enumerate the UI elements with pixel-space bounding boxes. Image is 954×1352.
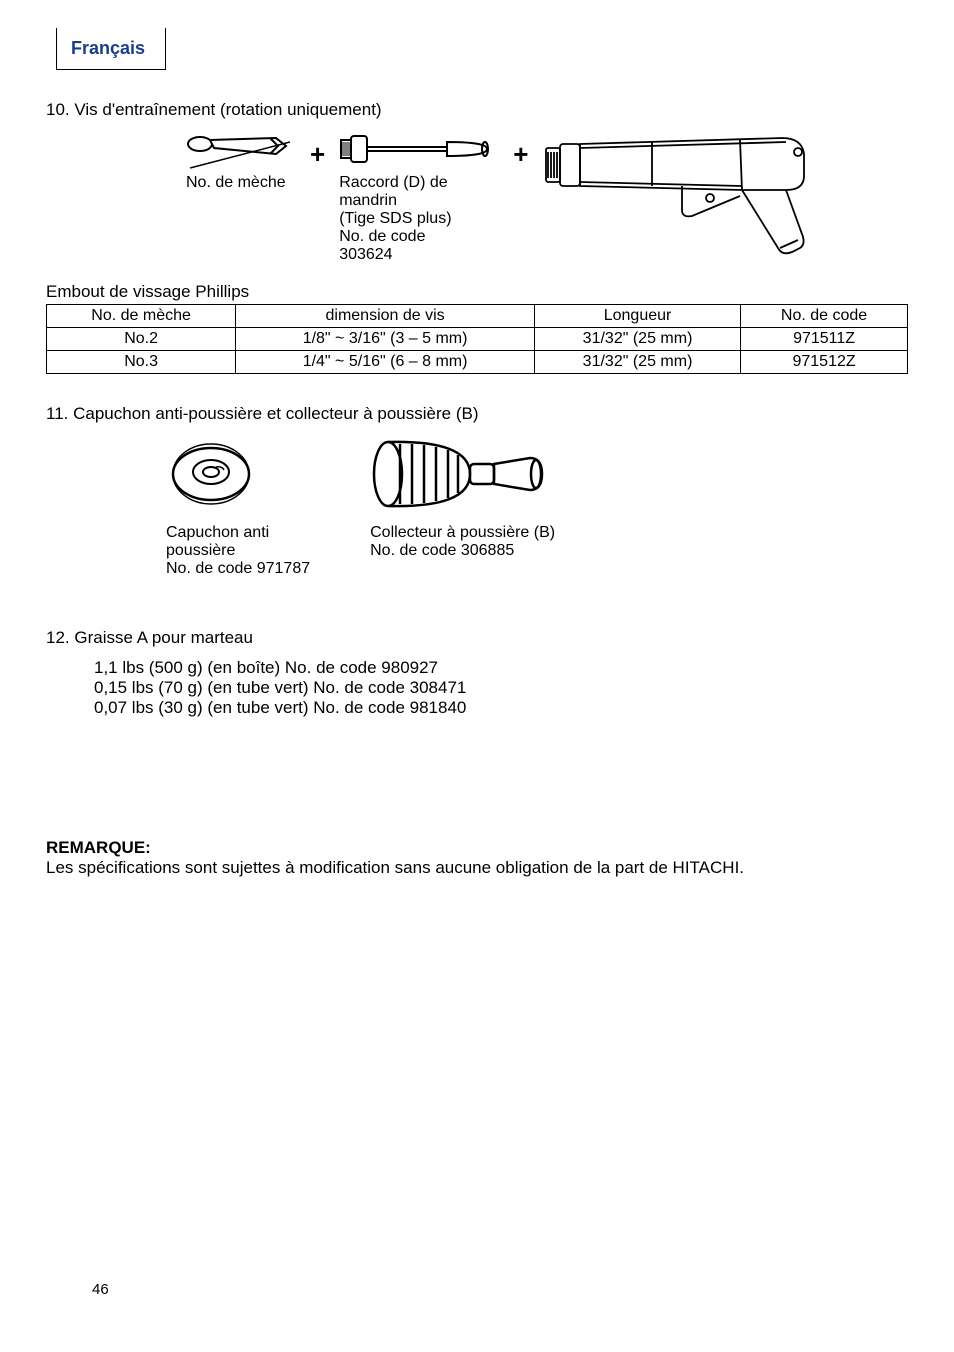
table-cell: No.2 xyxy=(47,328,236,351)
table-row: No.2 1/8" ~ 3/16" (3 – 5 mm) 31/32" (25 … xyxy=(47,328,908,351)
page-number: 46 xyxy=(92,1281,109,1298)
remark-text: Les spécifications sont sujettes à modif… xyxy=(46,858,908,878)
bit-label: No. de mèche xyxy=(186,174,296,192)
chuck-adapter-icon xyxy=(339,130,499,172)
phillips-table: No. de mèche dimension de vis Longueur N… xyxy=(46,304,908,374)
section-10-title: 10. Vis d'entraînement (rotation uniquem… xyxy=(46,100,908,120)
grease-line: 0,07 lbs (30 g) (en tube vert) No. de co… xyxy=(94,698,908,718)
table-cell: 1/4" ~ 5/16" (6 – 8 mm) xyxy=(236,351,535,374)
plus-icon: + xyxy=(513,130,528,178)
grease-line: 1,1 lbs (500 g) (en boîte) No. de code 9… xyxy=(94,658,908,678)
table-header: dimension de vis xyxy=(236,305,535,328)
table-cell: 1/8" ~ 3/16" (3 – 5 mm) xyxy=(236,328,535,351)
table-header: No. de code xyxy=(741,305,908,328)
dustcup-label: Capuchon anti poussière No. de code 9717… xyxy=(166,524,310,578)
plus-icon: + xyxy=(310,130,325,178)
adapter-label: Raccord (D) de mandrin (Tige SDS plus) N… xyxy=(339,174,499,264)
drill-icon xyxy=(542,130,822,260)
table-cell: 31/32" (25 mm) xyxy=(534,351,740,374)
diagram-row: No. de mèche + Raccord (D) de mandrin (T… xyxy=(186,130,908,264)
bit-icon xyxy=(186,130,296,172)
section-12-title: 12. Graisse A pour marteau xyxy=(46,628,908,648)
dust-collector-icon xyxy=(370,434,550,514)
table-cell: 971511Z xyxy=(741,328,908,351)
table-header: Longueur xyxy=(534,305,740,328)
grease-line: 0,15 lbs (70 g) (en tube vert) No. de co… xyxy=(94,678,908,698)
language-tab: Français xyxy=(56,28,166,70)
dust-cup-icon xyxy=(166,434,256,514)
table-cell: 31/32" (25 mm) xyxy=(534,328,740,351)
table-header: No. de mèche xyxy=(47,305,236,328)
table-cell: 971512Z xyxy=(741,351,908,374)
collector-label: Collecteur à poussière (B) No. de code 3… xyxy=(370,524,555,560)
remark-label: REMARQUE: xyxy=(46,838,908,858)
table-row: No.3 1/4" ~ 5/16" (6 – 8 mm) 31/32" (25 … xyxy=(47,351,908,374)
table-cell: No.3 xyxy=(47,351,236,374)
phillips-caption: Embout de vissage Phillips xyxy=(46,282,908,302)
section-11-title: 11. Capuchon anti-poussière et collecteu… xyxy=(46,404,908,424)
